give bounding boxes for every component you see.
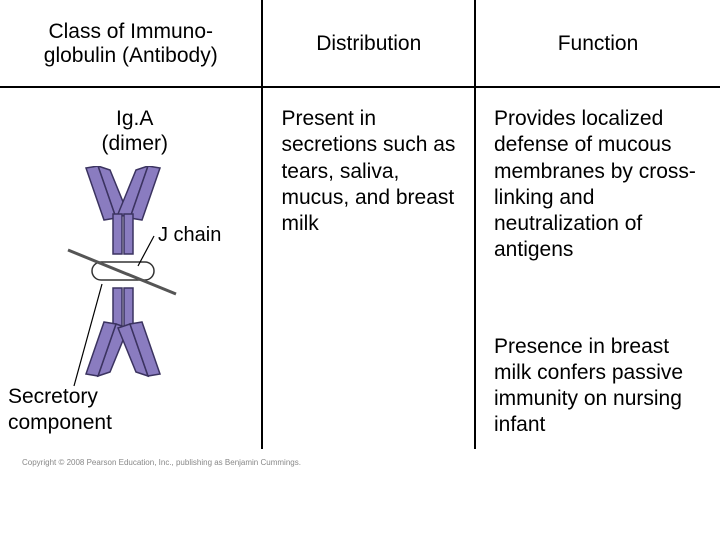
iga-row: Ig.A (dimer) <box>0 87 720 449</box>
function-cell: Provides localized defense of mucous mem… <box>475 87 720 449</box>
class-cell: Ig.A (dimer) <box>0 87 262 449</box>
copyright-text: Copyright © 2008 Pearson Education, Inc.… <box>22 458 301 467</box>
header-class-line1: Class of Immuno- <box>48 20 213 43</box>
header-function-text: Function <box>490 32 706 56</box>
iga-diagram: J chain Secretory component <box>18 166 238 426</box>
function-text-1: Provides localized defense of mucous mem… <box>494 106 710 264</box>
header-distribution: Distribution <box>262 0 475 87</box>
secretory-component-label: Secretory component <box>8 384 112 434</box>
function-text-2: Presence in breast milk confers passive … <box>494 334 710 439</box>
iga-dimer-icon <box>58 166 188 396</box>
header-distribution-text: Distribution <box>277 32 460 56</box>
header-class-line2: globulin (Antibody) <box>44 44 218 67</box>
class-name-line1: Ig.A <box>116 107 153 130</box>
distribution-text: Present in secretions such as tears, sal… <box>281 106 464 237</box>
header-class: Class of Immuno- globulin (Antibody) <box>0 0 262 87</box>
header-row: Class of Immuno- globulin (Antibody) Dis… <box>0 0 720 87</box>
distribution-cell: Present in secretions such as tears, sal… <box>262 87 475 449</box>
header-function: Function <box>475 0 720 87</box>
class-name-line2: (dimer) <box>101 132 168 155</box>
j-chain-label: J chain <box>158 224 221 247</box>
ig-table: Class of Immuno- globulin (Antibody) Dis… <box>0 0 720 449</box>
